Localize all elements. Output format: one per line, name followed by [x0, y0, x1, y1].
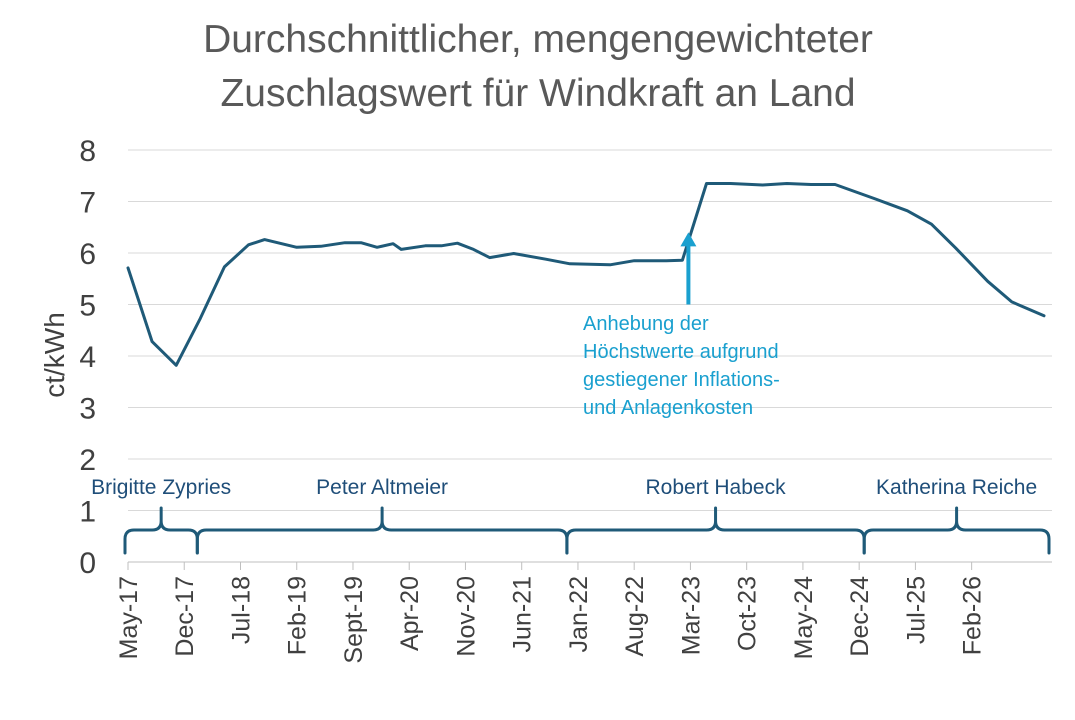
- x-tick-label: Nov-20: [452, 576, 480, 657]
- x-tick-label: Feb-26: [959, 576, 987, 655]
- x-tick-label: Jul-18: [227, 576, 255, 644]
- y-axis-ticks: 0 1 2 3 4 5 6 7 8: [79, 135, 96, 580]
- chart-title-line-2: Zuschlagswert für Windkraft an Land: [220, 72, 855, 115]
- x-tick-label: Jun-21: [509, 576, 537, 652]
- annotation-text-line: gestiegener Inflations-: [583, 369, 780, 391]
- x-tick-label: Oct-23: [734, 576, 762, 651]
- period-brace: [862, 506, 1051, 555]
- minister-periods: Brigitte Zypries Peter Altmeier Robert Hab…: [91, 476, 1051, 555]
- annotation-text-line: Höchstwerte aufgrund: [583, 341, 779, 363]
- annotation-arrowhead: [680, 232, 697, 247]
- period-label: Brigitte Zypries: [91, 476, 231, 499]
- x-tick-label: Jul-25: [902, 576, 930, 644]
- x-tick-label: Feb-19: [284, 576, 312, 655]
- x-tick-label: Dec-17: [171, 576, 199, 657]
- x-axis-ticks: May-17 Dec-17 Jul-18 Feb-19 Sept-19 Apr-20 Nov…: [115, 562, 987, 664]
- y-tick-label: 6: [79, 238, 96, 271]
- x-tick-label: Apr-20: [396, 576, 424, 651]
- y-tick-label: 7: [79, 187, 96, 220]
- period-brace: [565, 506, 866, 555]
- series-line: [126, 182, 1046, 367]
- y-tick-label: 4: [79, 341, 96, 374]
- x-tick-label: May-24: [790, 576, 818, 659]
- y-tick-label: 1: [79, 496, 96, 529]
- period-brace: [195, 506, 569, 555]
- y-tick-label: 2: [79, 444, 96, 477]
- x-tick-label: Jan-22: [565, 576, 593, 652]
- period-label: Katherina Reiche: [876, 476, 1037, 499]
- y-axis-label: ct/kWh: [39, 312, 70, 398]
- y-tick-label: 3: [79, 393, 96, 426]
- period-brace: [123, 506, 199, 555]
- chart-title-line-1: Durchschnittlicher, mengengewichteter: [203, 18, 873, 61]
- annotation-text-line: und Anlagenkosten: [583, 397, 753, 419]
- x-tick-label: Mar-23: [677, 576, 705, 655]
- y-tick-label: 0: [79, 547, 96, 580]
- x-tick-label: May-17: [115, 576, 143, 659]
- y-tick-label: 5: [79, 290, 96, 323]
- series-layer: [126, 182, 1046, 367]
- x-tick-label: Sept-19: [340, 576, 368, 664]
- annotation: Anhebung der Höchstwerte aufgrund gestiege…: [583, 232, 780, 419]
- period-label: Robert Habeck: [646, 476, 787, 499]
- x-tick-label: Dec-24: [846, 576, 874, 657]
- y-tick-label: 8: [79, 135, 96, 168]
- gridlines: [128, 149, 1052, 563]
- x-tick-label: Aug-22: [621, 576, 649, 657]
- annotation-text-line: Anhebung der: [583, 313, 709, 335]
- period-label: Peter Altmeier: [316, 476, 448, 499]
